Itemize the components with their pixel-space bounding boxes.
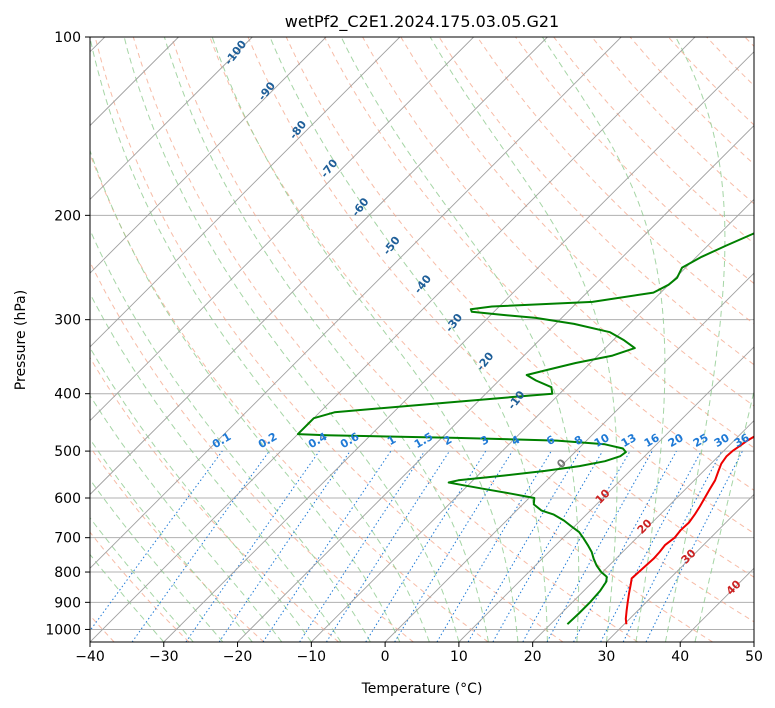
y-axis: 100 200 300 400 500 600 700 800 900 1000 <box>45 30 90 638</box>
plot-frame <box>89 36 755 643</box>
isotherm-line <box>163 51 754 642</box>
moist-adiabat-line <box>90 149 401 642</box>
moist-adiabat-line <box>90 292 342 642</box>
dry-adiabat-line <box>400 37 754 407</box>
x-axis: −40 −30 −20 −10 0 10 20 30 40 50 <box>75 642 763 665</box>
x-tick-label: −10 <box>297 649 327 665</box>
moist-adiabat-line <box>90 37 430 642</box>
x-tick-label: 10 <box>450 649 468 665</box>
moist-adiabats <box>90 37 754 642</box>
moist-adiabat-line <box>90 394 283 642</box>
dry-adiabat-line <box>515 37 754 285</box>
moist-adiabat-line <box>90 438 253 642</box>
mixing-ratio-line <box>299 450 426 642</box>
dry-adiabat-line <box>90 531 190 642</box>
x-tick-label: 20 <box>524 649 542 665</box>
temperature-profile <box>624 435 754 625</box>
moist-adiabat-line <box>123 37 460 642</box>
mixing-ratio-line <box>645 450 743 642</box>
moist-adiabat-line <box>90 553 165 642</box>
mixing-ratio-line <box>522 450 631 642</box>
x-axis-label: Temperature (°C) <box>361 681 483 697</box>
mixing-ratio-line <box>262 450 392 642</box>
dry-adiabat-line <box>209 37 754 623</box>
dry-adiabat-line <box>90 152 489 642</box>
x-tick-label: −40 <box>75 649 105 665</box>
mixing-ratio-line <box>325 450 450 642</box>
mixing-ratio-line <box>90 450 223 632</box>
isotherm-line <box>90 37 622 569</box>
isotherm-line <box>90 37 696 642</box>
y-axis-label: Pressure (hPa) <box>13 290 29 390</box>
chart-title: wetPf2_C2E1.2024.175.03.05.G21 <box>285 12 559 32</box>
y-tick-label: 500 <box>54 444 81 460</box>
skewed-isotherms <box>90 37 754 642</box>
y-tick-label: 1000 <box>45 622 81 638</box>
pressure-grid <box>90 37 754 630</box>
isotherm-line <box>384 272 754 642</box>
moist-adiabat-line <box>163 37 489 642</box>
y-tick-label: 700 <box>54 531 81 547</box>
x-tick-label: 50 <box>745 649 763 665</box>
mixing-ratio-line <box>185 450 320 642</box>
dry-adiabat-line <box>94 37 564 642</box>
y-tick-label: 900 <box>54 595 81 611</box>
x-tick-label: 30 <box>598 649 616 665</box>
x-tick-label: 40 <box>671 649 689 665</box>
mixing-ratio-line <box>394 450 513 642</box>
dry-adiabat-line <box>362 37 754 449</box>
isotherm-line <box>90 37 548 496</box>
y-tick-label: 300 <box>54 313 81 329</box>
y-tick-label: 200 <box>54 208 81 224</box>
moist-adiabat-line <box>429 37 618 642</box>
moist-adiabat-line <box>694 389 754 642</box>
isotherm-line <box>90 37 474 422</box>
dewpoint-profile <box>296 232 754 625</box>
mixing-ratio-line <box>131 450 270 642</box>
moist-adiabat-line <box>665 37 726 642</box>
x-tick-label: −20 <box>223 649 253 665</box>
isotherm-line <box>90 37 253 200</box>
isotherm-line <box>606 493 754 642</box>
isotherm-line <box>90 37 327 274</box>
mixing-ratio-line <box>218 450 351 642</box>
mixing-ratio-line <box>573 450 677 642</box>
isotherm-line <box>90 37 401 348</box>
moist-adiabat-line <box>541 37 666 642</box>
moist-adiabat-line <box>211 37 519 642</box>
mixing-ratio-line <box>546 450 653 642</box>
isotherm-line <box>458 346 754 642</box>
dry-adiabat-line <box>247 37 754 578</box>
dry-adiabat-line <box>171 37 713 642</box>
x-tick-label: 0 <box>381 649 390 665</box>
y-tick-label: 100 <box>54 30 81 46</box>
sounding-series <box>296 232 754 625</box>
moist-adiabat-line <box>90 228 371 642</box>
isotherm-line <box>237 124 754 642</box>
moist-adiabat-line <box>269 37 548 642</box>
moist-adiabat-line <box>90 478 224 642</box>
y-tick-label: 400 <box>54 387 81 403</box>
isotherm-line <box>532 420 754 642</box>
mixing-ratio-lines <box>90 450 743 642</box>
dry-adiabat-line <box>90 356 339 642</box>
y-tick-label: 600 <box>54 491 81 507</box>
moist-adiabat-line <box>340 37 580 642</box>
isotherm-line <box>311 198 754 642</box>
y-tick-label: 800 <box>54 565 81 581</box>
moist-adiabat-line <box>90 516 194 642</box>
x-tick-label: −30 <box>149 649 179 665</box>
dry-adiabat-line <box>476 37 754 325</box>
